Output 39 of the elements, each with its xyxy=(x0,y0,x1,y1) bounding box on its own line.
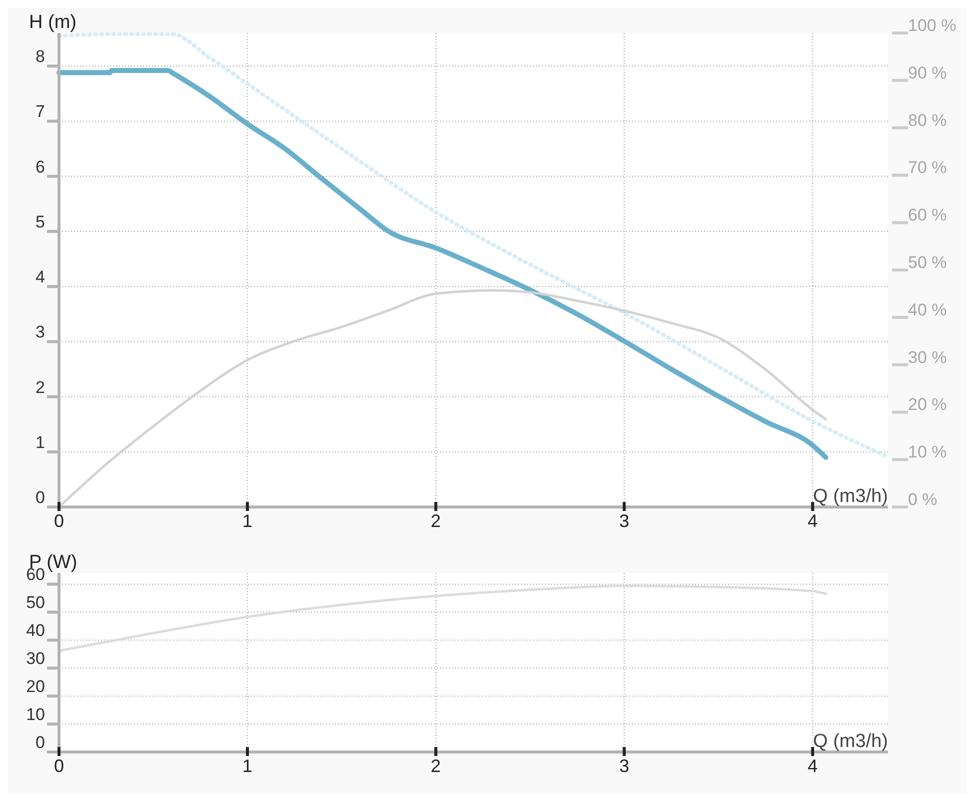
x-tick-label: 0 xyxy=(54,756,64,776)
y-tick-label: 8 xyxy=(36,47,45,66)
y2-tick-label: 70 % xyxy=(908,158,947,178)
y-tick-label: 50 xyxy=(26,593,45,612)
y2-tick-label: 60 % xyxy=(908,206,947,225)
y-tick-label: 0 xyxy=(36,488,45,507)
y-tick-label: 30 xyxy=(26,649,45,668)
x-tick-label: 1 xyxy=(242,756,252,776)
x-tick-label: 0 xyxy=(54,511,64,531)
y2-tick-label: 50 % xyxy=(908,253,947,272)
y-tick-label: 7 xyxy=(36,102,45,122)
y-tick-label: 20 xyxy=(26,677,45,696)
y2-tick-label: 100 % xyxy=(908,16,956,35)
y-tick-label: 5 xyxy=(36,212,45,232)
x-axis-title: Q (m3/h) xyxy=(813,486,888,507)
x-tick-label: 2 xyxy=(430,756,441,776)
x-tick-label: 2 xyxy=(430,511,441,531)
y2-tick-label: 90 % xyxy=(908,63,947,82)
y-tick-label: 3 xyxy=(36,322,45,342)
y-tick-label: 2 xyxy=(36,378,45,397)
x-tick-label: 3 xyxy=(619,756,630,776)
y-axis-title: H (m) xyxy=(29,12,76,33)
x-tick-label: 4 xyxy=(808,756,818,776)
x-tick-label: 3 xyxy=(619,511,630,531)
y2-tick-label: 20 % xyxy=(908,395,947,414)
y-tick-label: 0 xyxy=(36,733,45,752)
y2-tick-label: 10 % xyxy=(908,442,947,462)
y2-tick-label: 40 % xyxy=(908,300,947,320)
y2-tick-label: 80 % xyxy=(908,110,947,130)
y2-tick-label: 0 % xyxy=(908,490,938,509)
y-tick-label: 40 xyxy=(26,621,45,640)
x-tick-label: 4 xyxy=(808,511,818,531)
y-tick-label: 4 xyxy=(36,268,45,287)
x-axis-title: Q (m3/h) xyxy=(813,731,888,752)
x-tick-label: 1 xyxy=(242,511,252,531)
y-tick-label: 10 xyxy=(26,705,45,724)
y-tick-label: 6 xyxy=(36,157,45,176)
y2-tick-label: 30 % xyxy=(908,348,947,367)
y-tick-label: 1 xyxy=(36,432,45,452)
